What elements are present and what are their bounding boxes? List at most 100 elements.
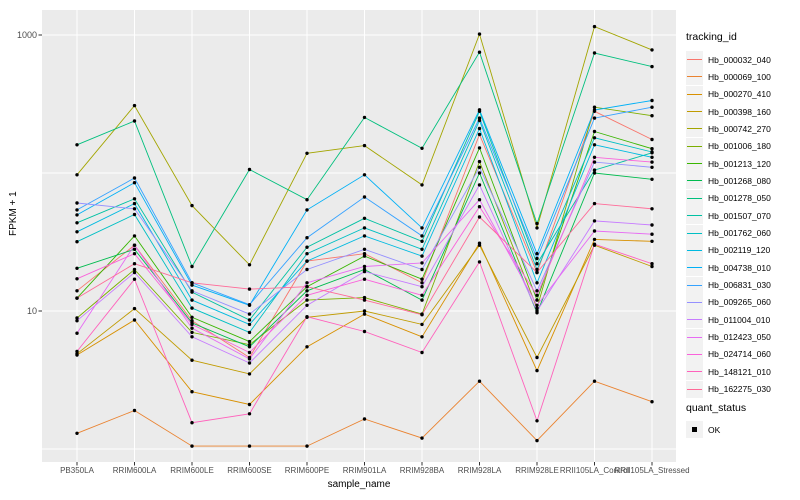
data-point [305, 285, 309, 289]
data-point [650, 264, 654, 269]
data-point [190, 335, 194, 339]
data-point [420, 277, 424, 281]
data-point [362, 417, 367, 421]
data-point [132, 207, 137, 211]
data-point [535, 270, 539, 275]
data-point [132, 103, 137, 108]
data-point [650, 400, 654, 404]
data-point [477, 159, 482, 164]
data-point [650, 207, 654, 211]
legend-item-Hb_024714_060: Hb_024714_060 [686, 345, 771, 363]
data-point [75, 352, 79, 356]
data-point [477, 243, 482, 247]
legend-line-swatch [687, 163, 702, 165]
data-point [132, 408, 137, 413]
data-point [477, 108, 482, 112]
x-tick-label: PB350LA [60, 466, 94, 475]
data-point [132, 318, 137, 322]
legend-label: Hb_001507_070 [708, 210, 771, 221]
data-point [535, 256, 539, 261]
x-tick-label: RRIM928LE [515, 466, 559, 475]
legend-label: Hb_000032_040 [708, 54, 771, 65]
data-point [592, 116, 597, 120]
data-point [247, 318, 252, 322]
legend-label: Hb_024714_060 [708, 349, 771, 360]
y-tick-label-1000: 1000 [16, 30, 37, 40]
legend-item-Hb_000032_040: Hb_000032_040 [686, 51, 771, 68]
legend-key [686, 311, 703, 329]
data-point [132, 201, 137, 206]
legend-key [686, 380, 703, 398]
legend-label: Hb_001762_060 [708, 228, 771, 238]
data-point [650, 155, 654, 159]
data-point [247, 357, 252, 361]
data-point [420, 335, 424, 339]
legend-item-Hb_004738_010: Hb_004738_010 [686, 259, 771, 277]
legend-key [686, 120, 703, 138]
data-point [75, 266, 79, 270]
legend-key [686, 276, 703, 294]
legend-item-Hb_001006_180: Hb_001006_180 [686, 137, 771, 155]
data-point [477, 118, 482, 123]
data-point [477, 116, 482, 120]
x-tick-label: RRIM901LA [342, 466, 387, 475]
data-point [592, 229, 597, 233]
data-point [75, 316, 79, 320]
data-point [190, 421, 194, 425]
data-point [75, 213, 79, 217]
data-point [305, 267, 309, 272]
data-point [362, 264, 367, 269]
legend-item-Hb_001213_120: Hb_001213_120 [686, 155, 771, 173]
data-point [305, 259, 309, 263]
legend-key [686, 259, 703, 277]
data-point [650, 114, 654, 118]
data-point [305, 236, 309, 240]
data-point [362, 295, 367, 300]
data-point [305, 298, 309, 302]
data-point [190, 358, 194, 362]
data-point [650, 177, 654, 181]
data-point [362, 309, 367, 313]
data-point [132, 176, 137, 180]
data-point [535, 303, 539, 307]
data-point [362, 115, 367, 120]
legend-label: Hb_000069_100 [708, 71, 771, 82]
panel-background [42, 10, 676, 462]
data-point [190, 330, 194, 335]
data-point [75, 230, 79, 234]
data-point [132, 252, 137, 256]
legend-label: Hb_148121_010 [708, 366, 771, 377]
data-point [247, 263, 252, 267]
y-axis-title: FPKM + 1 [8, 191, 19, 236]
legend-key [686, 363, 703, 381]
data-point [132, 306, 137, 311]
legend-title-quant-status: quant_status [686, 402, 747, 414]
legend-line-swatch [687, 145, 702, 147]
legend-label-ok: OK [708, 424, 721, 435]
data-point [132, 181, 137, 185]
legend-item-Hb_001507_070: Hb_001507_070 [686, 207, 771, 225]
data-point [420, 254, 424, 258]
data-point [650, 223, 654, 227]
data-point [592, 168, 597, 172]
data-point [75, 296, 79, 300]
data-point [132, 247, 137, 251]
data-point [650, 48, 654, 52]
data-point [420, 281, 424, 285]
legend-item-Hb_000270_410: Hb_000270_410 [686, 85, 771, 103]
data-point [650, 150, 654, 154]
data-point [75, 201, 79, 205]
data-point [190, 264, 194, 269]
legend-line-swatch [687, 128, 702, 130]
data-point [477, 198, 482, 202]
data-point [305, 315, 309, 319]
data-point [247, 361, 252, 365]
data-point [305, 289, 309, 293]
data-point [592, 171, 597, 175]
data-point [75, 431, 79, 435]
data-point [362, 312, 367, 316]
legend-item-Hb_001762_060: Hb_001762_060 [686, 224, 771, 242]
data-point [535, 309, 539, 313]
legend-label: Hb_000398_160 [708, 106, 771, 117]
legend-line-swatch [687, 59, 702, 60]
